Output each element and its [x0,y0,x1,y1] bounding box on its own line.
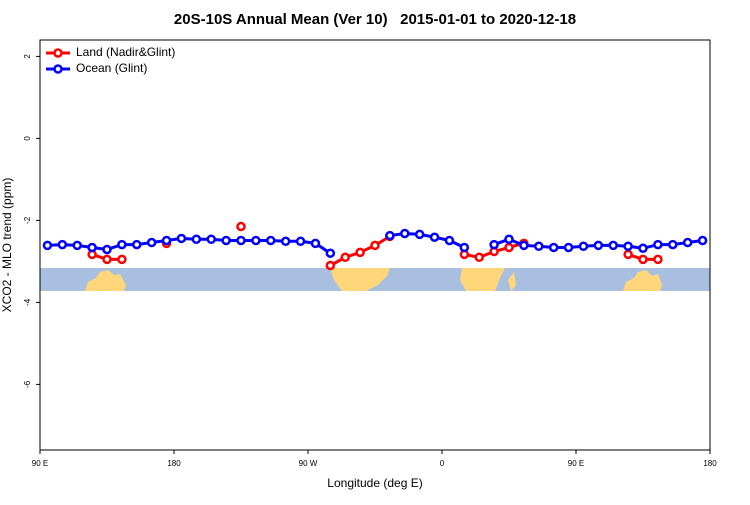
land-shape [623,270,662,291]
point [623,249,633,260]
y-tick-label: 0 [23,136,32,141]
y-tick-label: -4 [23,298,32,306]
legend-label: Land (Nadir&Glint) [76,45,175,59]
point [57,239,68,250]
point [236,235,246,246]
point [325,248,336,258]
point [414,229,425,240]
y-tick-label: -2 [23,216,32,224]
point [682,237,693,248]
x-tick-label: 0 [440,459,445,468]
point [117,254,127,265]
x-axis-label: Longitude (deg E) [327,476,422,490]
point [548,242,559,253]
land-shape [85,270,126,291]
point [236,221,246,232]
point [653,254,663,265]
point [310,238,321,249]
x-tick-label: 90 W [299,459,318,468]
chart-title: 20S-10S Annual Mean (Ver 10) 2015-01-01 … [174,11,576,28]
map-strip [40,268,710,291]
land-shape [508,272,516,291]
point [653,239,663,250]
point [638,243,648,254]
point [504,234,514,245]
point [400,228,410,239]
y-tick-label: -6 [23,380,32,388]
point [370,240,380,251]
point [608,240,618,251]
point [87,242,97,253]
point [146,237,157,248]
point [563,242,574,253]
land-shape [330,268,390,291]
plot-frame [39,39,711,451]
point [295,236,306,247]
point [444,235,455,246]
x-tick-label: 180 [703,459,717,468]
point [191,234,202,245]
point [280,236,291,247]
x-tick-label: 180 [167,459,181,468]
point [429,232,440,242]
point [474,252,484,263]
point [340,252,350,263]
legend-marker [53,48,63,58]
legend-label: Ocean (Glint) [76,61,147,75]
y-tick-label: 2 [23,54,32,59]
point [593,240,604,251]
point [697,235,708,246]
point [578,241,589,251]
point [132,239,142,250]
point [668,239,678,250]
point [102,254,112,265]
point [325,260,336,271]
point [72,240,82,251]
point [459,242,470,253]
point [117,239,127,250]
point [638,254,648,265]
point [221,235,231,246]
x-tick-label: 90 E [32,459,48,468]
land-shape [460,268,505,291]
legend-marker [53,64,63,74]
point [176,233,187,244]
y-axis-label: XCO2 - MLO trend (ppm) [0,178,14,313]
point [161,235,172,246]
point [206,234,216,245]
point [42,240,53,251]
point [534,241,544,251]
point [251,235,261,246]
point [355,247,365,258]
point [489,239,499,250]
x-tick-label: 90 E [568,459,584,468]
point [504,242,514,253]
point [623,241,633,251]
point [385,230,395,241]
point [102,244,112,255]
point [519,240,529,251]
point [266,235,276,246]
